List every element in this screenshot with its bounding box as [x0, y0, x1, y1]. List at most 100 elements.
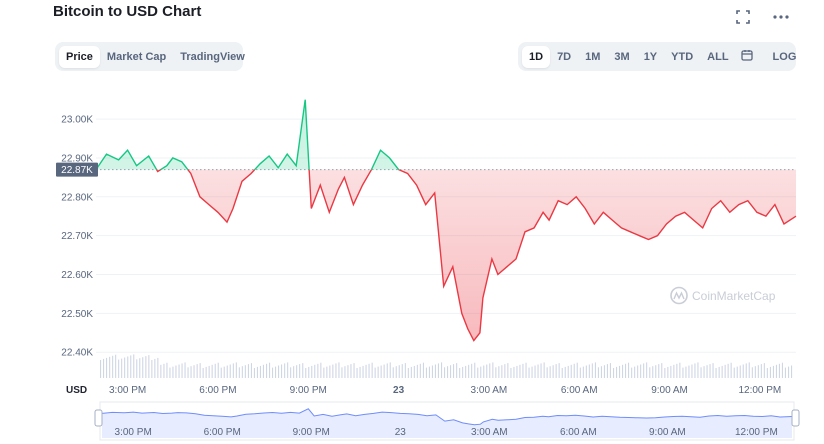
more-icon[interactable] [772, 8, 790, 26]
volume-bar [477, 367, 479, 378]
volume-bar [272, 367, 274, 378]
log-toggle[interactable]: LOG [772, 50, 797, 63]
volume-bar [670, 365, 672, 378]
volume-bar [148, 355, 150, 378]
volume-bar [142, 357, 144, 378]
volume-bar [241, 366, 243, 378]
tab-price[interactable]: Price [59, 45, 100, 68]
y-tick-label: 22.40K [61, 348, 93, 359]
fullscreen-icon[interactable] [734, 8, 752, 26]
volume-bar [202, 368, 204, 378]
navigator-line [101, 408, 793, 426]
volume-bar [256, 366, 258, 378]
volume-bar [622, 364, 624, 378]
volume-bar [778, 363, 780, 378]
coinmarketcap-logo-icon [670, 286, 688, 305]
volume-bar [441, 362, 443, 378]
volume-bar [247, 364, 249, 378]
volume-bar [314, 364, 316, 378]
volume-bar [594, 362, 596, 378]
x-tick-label: 12:00 PM [738, 385, 781, 396]
range-all[interactable]: ALL [707, 50, 729, 63]
volume-bar [736, 366, 738, 378]
volume-bar [166, 362, 168, 378]
navigator-left-handle[interactable] [94, 409, 103, 427]
volume-bar [419, 363, 421, 378]
volume-bar [628, 362, 630, 378]
range-3m[interactable]: 3M [614, 50, 630, 63]
volume-bar [296, 365, 298, 378]
volume-bar [507, 363, 509, 378]
volume-bar [250, 363, 252, 378]
volume-bar [552, 365, 554, 378]
volume-bar [308, 366, 310, 378]
volume-bar [570, 364, 572, 378]
volume-bar [299, 364, 301, 378]
volume-bar [703, 366, 705, 378]
range-1m[interactable]: 1M [585, 50, 601, 63]
calendar-button[interactable] [736, 45, 758, 68]
volume-bar [320, 362, 322, 378]
chart-type-tabs: Price Market Cap TradingView [55, 42, 245, 71]
volume-bar [561, 368, 563, 378]
volume-bar [718, 366, 720, 378]
volume-bar [679, 362, 681, 378]
tab-tradingview[interactable]: TradingView [180, 50, 245, 63]
volume-bar [353, 363, 355, 378]
volume-bar [118, 359, 120, 378]
volume-bar [133, 354, 135, 378]
calendar-icon [740, 50, 753, 61]
volume-bar [115, 354, 117, 378]
volume-bar [655, 365, 657, 378]
volume-bar [730, 362, 732, 378]
volume-bar [347, 365, 349, 378]
tab-market-cap[interactable]: Market Cap [106, 50, 167, 63]
volume-bar [606, 364, 608, 378]
volume-bar [447, 366, 449, 378]
x-tick-label: 3:00 AM [471, 385, 508, 396]
range-1d[interactable]: 1D [522, 45, 551, 68]
volume-bar [404, 363, 406, 378]
volume-bar [534, 365, 536, 378]
volume-bar [262, 364, 264, 378]
volume-bar [652, 366, 654, 378]
volume-bar [136, 359, 138, 378]
range-1y[interactable]: 1Y [643, 50, 658, 63]
range-ytd[interactable]: YTD [671, 50, 694, 63]
range-7d[interactable]: 7D [557, 50, 572, 63]
volume-bar [498, 366, 500, 378]
volume-bar [649, 367, 651, 378]
volume-bar [229, 364, 231, 378]
volume-bar [492, 362, 494, 378]
volume-bar [175, 365, 177, 378]
volume-bar [658, 364, 660, 378]
volume-bar [344, 366, 346, 378]
volume-bar [637, 365, 639, 378]
volume-bar [558, 363, 560, 378]
volume-bar [281, 364, 283, 378]
volume-bar [444, 367, 446, 378]
volume-bar [392, 367, 394, 378]
volume-bar [431, 365, 433, 378]
volume-bar [368, 363, 370, 378]
volume-bar [751, 367, 753, 378]
volume-bar [269, 362, 271, 378]
volume-bar [616, 366, 618, 378]
volume-bar [691, 364, 693, 378]
volume-bar [196, 364, 198, 378]
volume-bar [413, 365, 415, 378]
volume-bar [585, 365, 587, 378]
price-line-down [96, 169, 797, 342]
volume-bar [528, 367, 530, 378]
volume-bar [335, 363, 337, 378]
volume-bar [456, 363, 458, 378]
volume-bar [573, 363, 575, 378]
navigator-right-handle[interactable] [791, 409, 800, 427]
volume-bar [172, 366, 174, 378]
volume-bar [531, 366, 533, 378]
volume-bar [151, 360, 153, 378]
navigator-area [102, 408, 792, 438]
volume-bar [661, 363, 663, 378]
navigator[interactable]: 3:00 PM 6:00 PM 9:00 PM 23 3:00 AM 6:00 AM 9:0… [94, 401, 800, 441]
